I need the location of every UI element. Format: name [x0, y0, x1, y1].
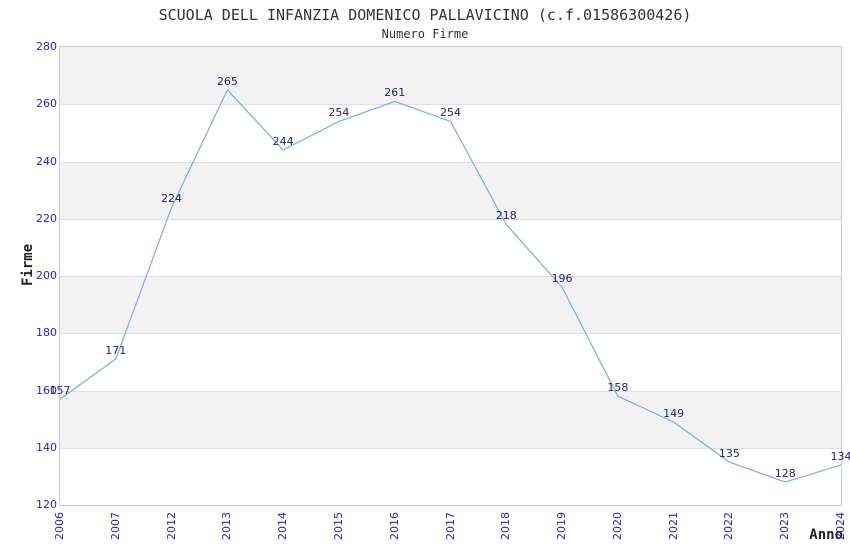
chart-title: SCUOLA DELL INFANZIA DOMENICO PALLAVICIN… — [158, 6, 692, 24]
chart-subtitle: Numero Firme — [381, 27, 469, 41]
data-point-label: 135 — [718, 447, 740, 461]
plot-band-white — [60, 218, 841, 276]
x-tick-label: 2020 — [610, 512, 624, 540]
plot-band-gray — [60, 47, 841, 105]
x-tick-label: 2014 — [276, 512, 290, 540]
x-tick-label: 2015 — [331, 512, 345, 540]
data-point-label: 254 — [328, 106, 350, 120]
y-gridline — [60, 390, 841, 392]
x-tick-label: 2007 — [108, 512, 122, 540]
y-gridline — [60, 104, 841, 106]
line-series-path — [60, 89, 841, 483]
y-tick-label: 280 — [36, 40, 57, 53]
x-tick-label: 2013 — [220, 512, 234, 540]
y-tick-label: 120 — [36, 498, 57, 511]
x-tick-label: 2016 — [387, 512, 401, 540]
data-point-label: 224 — [161, 192, 183, 206]
data-point-label: 254 — [440, 106, 461, 120]
data-point-label: 158 — [607, 381, 629, 395]
x-tick-label: 2022 — [722, 512, 736, 540]
y-gridline — [60, 333, 841, 335]
data-point-label: 244 — [272, 135, 294, 149]
plot-band-gray — [60, 276, 841, 334]
plot-band-gray — [60, 161, 841, 219]
y-gridline — [60, 447, 841, 449]
x-tick-label: 2024 — [834, 512, 847, 540]
y-tick-label: 260 — [36, 97, 57, 111]
plot-band-white — [60, 333, 841, 391]
data-point-label: 196 — [551, 272, 573, 286]
plot-band-gray — [60, 390, 841, 448]
x-tick-label: 2021 — [666, 512, 680, 540]
y-tick-label: 220 — [36, 211, 57, 225]
x-tick-label: 2017 — [443, 512, 457, 540]
y-gridline — [60, 276, 841, 277]
plot-band-white — [60, 104, 841, 162]
x-tick-label: 2006 — [53, 512, 66, 540]
x-tick-label: 2023 — [778, 512, 792, 540]
y-gridline — [60, 161, 841, 163]
data-point-label: 157 — [49, 384, 71, 398]
data-point-label: 134 — [830, 449, 850, 463]
data-point-label: 265 — [216, 74, 238, 88]
y-tick-label: 160 — [36, 383, 57, 397]
x-tick-label: 2012 — [164, 512, 178, 540]
y-gridline — [60, 218, 841, 220]
y-tick-label: 240 — [36, 154, 57, 168]
plot-band-white — [60, 447, 841, 505]
plot-area — [59, 46, 842, 506]
data-point-label: 149 — [663, 406, 685, 420]
line-series-svg — [60, 89, 841, 483]
data-point-label: 128 — [774, 467, 796, 481]
y-tick-label: 180 — [36, 326, 57, 340]
data-point-label: 218 — [495, 209, 517, 223]
y-tick-label: 140 — [36, 440, 57, 454]
x-tick-label: 2018 — [499, 512, 513, 540]
data-point-label: 261 — [384, 86, 406, 100]
x-axis-title: Anno — [809, 527, 843, 543]
data-point-label: 171 — [105, 344, 127, 357]
x-tick-label: 2019 — [555, 512, 569, 540]
y-tick-label: 200 — [36, 269, 57, 282]
